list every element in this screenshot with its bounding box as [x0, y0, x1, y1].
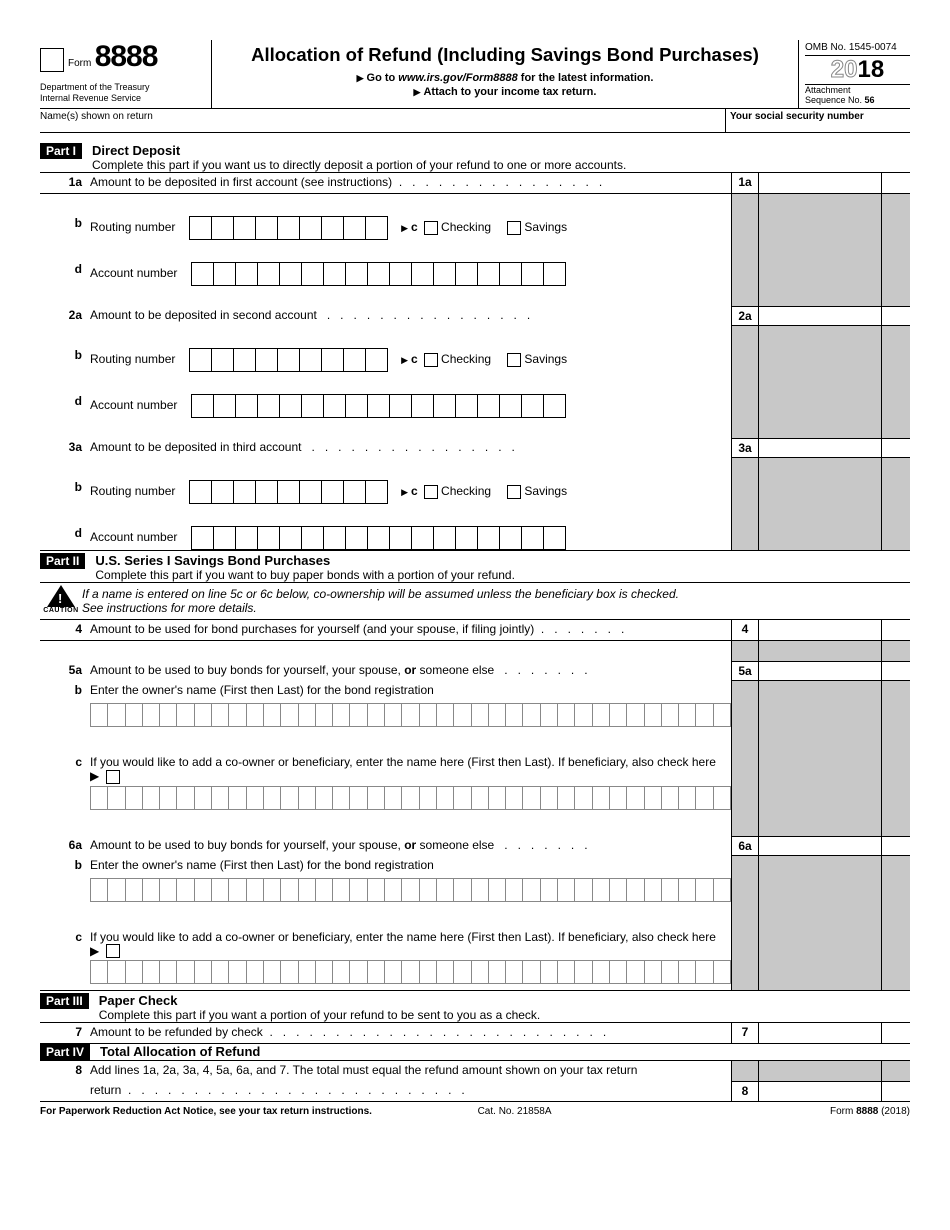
- beneficiary-5c[interactable]: [106, 770, 120, 784]
- part2-title: U.S. Series I Savings Bond Purchases: [95, 553, 330, 568]
- line-1a-gap: [40, 194, 910, 214]
- department: Department of the Treasury Internal Reve…: [40, 82, 205, 104]
- line-2d: d Account number: [40, 392, 910, 418]
- header-middle: Allocation of Refund (Including Savings …: [212, 40, 799, 108]
- name-ssn-row: Name(s) shown on return Your social secu…: [40, 109, 910, 133]
- form-checkbox-placeholder: [40, 48, 64, 72]
- amount-3a[interactable]: [759, 439, 882, 457]
- caution-row: CAUTION If a name is entered on line 5c …: [40, 583, 910, 620]
- line-1d: d Account number: [40, 260, 910, 286]
- part2-header: Part II U.S. Series I Savings Bond Purch…: [40, 553, 910, 582]
- omb-number: OMB No. 1545-0074: [805, 42, 910, 56]
- savings-1[interactable]: [507, 221, 521, 235]
- line-1b: b Routing number c Checking Savings: [40, 214, 910, 240]
- line-6c: c If you would like to add a co-owner or…: [40, 928, 910, 959]
- line-5b: b Enter the owner's name (First then Las…: [40, 681, 910, 701]
- footer-formref: Form 8888 (2018): [646, 1106, 910, 1117]
- checking-3[interactable]: [424, 485, 438, 499]
- line-2b: b Routing number c Checking Savings: [40, 346, 910, 372]
- header-subline-2: Attach to your income tax return.: [216, 86, 794, 98]
- part4-label: Part IV: [40, 1044, 90, 1060]
- part2-subtitle: Complete this part if you want to buy pa…: [95, 568, 515, 582]
- routing-2[interactable]: [189, 348, 388, 372]
- part2-label: Part II: [40, 553, 85, 569]
- name-field-label[interactable]: Name(s) shown on return: [40, 109, 725, 132]
- line-7: 7 Amount to be refunded by check 7: [40, 1023, 910, 1044]
- line-3b: b Routing number c Checking Savings: [40, 478, 910, 504]
- caution-icon: [47, 585, 75, 607]
- part1-label: Part I: [40, 143, 82, 159]
- line-6a: 6a Amount to be used to buy bonds for yo…: [40, 836, 910, 856]
- form-8888: Form 8888 Department of the Treasury Int…: [40, 40, 910, 1117]
- line-8: return 8: [40, 1081, 910, 1102]
- dept-line-1: Department of the Treasury: [40, 82, 205, 93]
- amount-8[interactable]: [759, 1082, 882, 1101]
- part1-header: Part I Direct Deposit Complete this part…: [40, 143, 910, 172]
- part3-label: Part III: [40, 993, 89, 1009]
- amount-6a[interactable]: [759, 837, 882, 855]
- part1-subtitle: Complete this part if you want us to dir…: [92, 158, 626, 172]
- form-number: 8888: [95, 40, 158, 73]
- coowner-name-5c[interactable]: [90, 786, 731, 810]
- year-prefix: 20: [831, 56, 858, 83]
- footer-notice: For Paperwork Reduction Act Notice, see …: [40, 1106, 383, 1117]
- account-2[interactable]: [191, 394, 566, 418]
- checking-2[interactable]: [424, 353, 438, 367]
- routing-3[interactable]: [189, 480, 388, 504]
- part4-title: Total Allocation of Refund: [100, 1044, 260, 1059]
- line-3a: 3a Amount to be deposited in third accou…: [40, 438, 910, 458]
- savings-3[interactable]: [507, 485, 521, 499]
- owner-name-5b[interactable]: [90, 703, 731, 727]
- amount-5a[interactable]: [759, 662, 882, 680]
- header-right: OMB No. 1545-0074 2018 Attachment Sequen…: [799, 40, 910, 108]
- footer-cat: Cat. No. 21858A: [383, 1106, 647, 1117]
- ssn-field-label[interactable]: Your social security number: [725, 109, 910, 132]
- routing-1[interactable]: [189, 216, 388, 240]
- line-5a: 5a Amount to be used to buy bonds for yo…: [40, 661, 910, 681]
- form-word: Form: [68, 58, 91, 69]
- amount-7[interactable]: [759, 1023, 882, 1043]
- beneficiary-6c[interactable]: [106, 944, 120, 958]
- year-suffix: 18: [858, 56, 885, 83]
- line-3d: d Account number: [40, 524, 910, 551]
- line-5c: c If you would like to add a co-owner or…: [40, 753, 910, 784]
- amount-2a[interactable]: [759, 307, 882, 325]
- line-2a: 2a Amount to be deposited in second acco…: [40, 306, 910, 326]
- header-subline-1: Go to www.irs.gov/Form8888 for the lates…: [216, 72, 794, 84]
- footer: For Paperwork Reduction Act Notice, see …: [40, 1102, 910, 1117]
- line-6b: b Enter the owner's name (First then Las…: [40, 856, 910, 876]
- coowner-name-6c[interactable]: [90, 960, 731, 984]
- account-1[interactable]: [191, 262, 566, 286]
- dept-line-2: Internal Revenue Service: [40, 93, 205, 104]
- part1-title: Direct Deposit: [92, 143, 180, 158]
- part3-subtitle: Complete this part if you want a portion…: [99, 1008, 541, 1022]
- part3-header: Part III Paper Check Complete this part …: [40, 993, 910, 1022]
- amount-4[interactable]: [759, 620, 882, 640]
- part3-title: Paper Check: [99, 993, 178, 1008]
- part4-header: Part IV Total Allocation of Refund: [40, 1044, 910, 1061]
- header-left: Form 8888 Department of the Treasury Int…: [40, 40, 212, 108]
- form-title: Allocation of Refund (Including Savings …: [216, 44, 794, 66]
- line-8-top: 8 Add lines 1a, 2a, 3a, 4, 5a, 6a, and 7…: [40, 1061, 910, 1081]
- form-header: Form 8888 Department of the Treasury Int…: [40, 40, 910, 109]
- amount-1a[interactable]: [759, 173, 882, 193]
- checking-1[interactable]: [424, 221, 438, 235]
- account-3[interactable]: [191, 526, 566, 550]
- owner-name-6b[interactable]: [90, 878, 731, 902]
- savings-2[interactable]: [507, 353, 521, 367]
- line-1a: 1a Amount to be deposited in first accou…: [40, 173, 910, 194]
- line-4: 4 Amount to be used for bond purchases f…: [40, 620, 910, 641]
